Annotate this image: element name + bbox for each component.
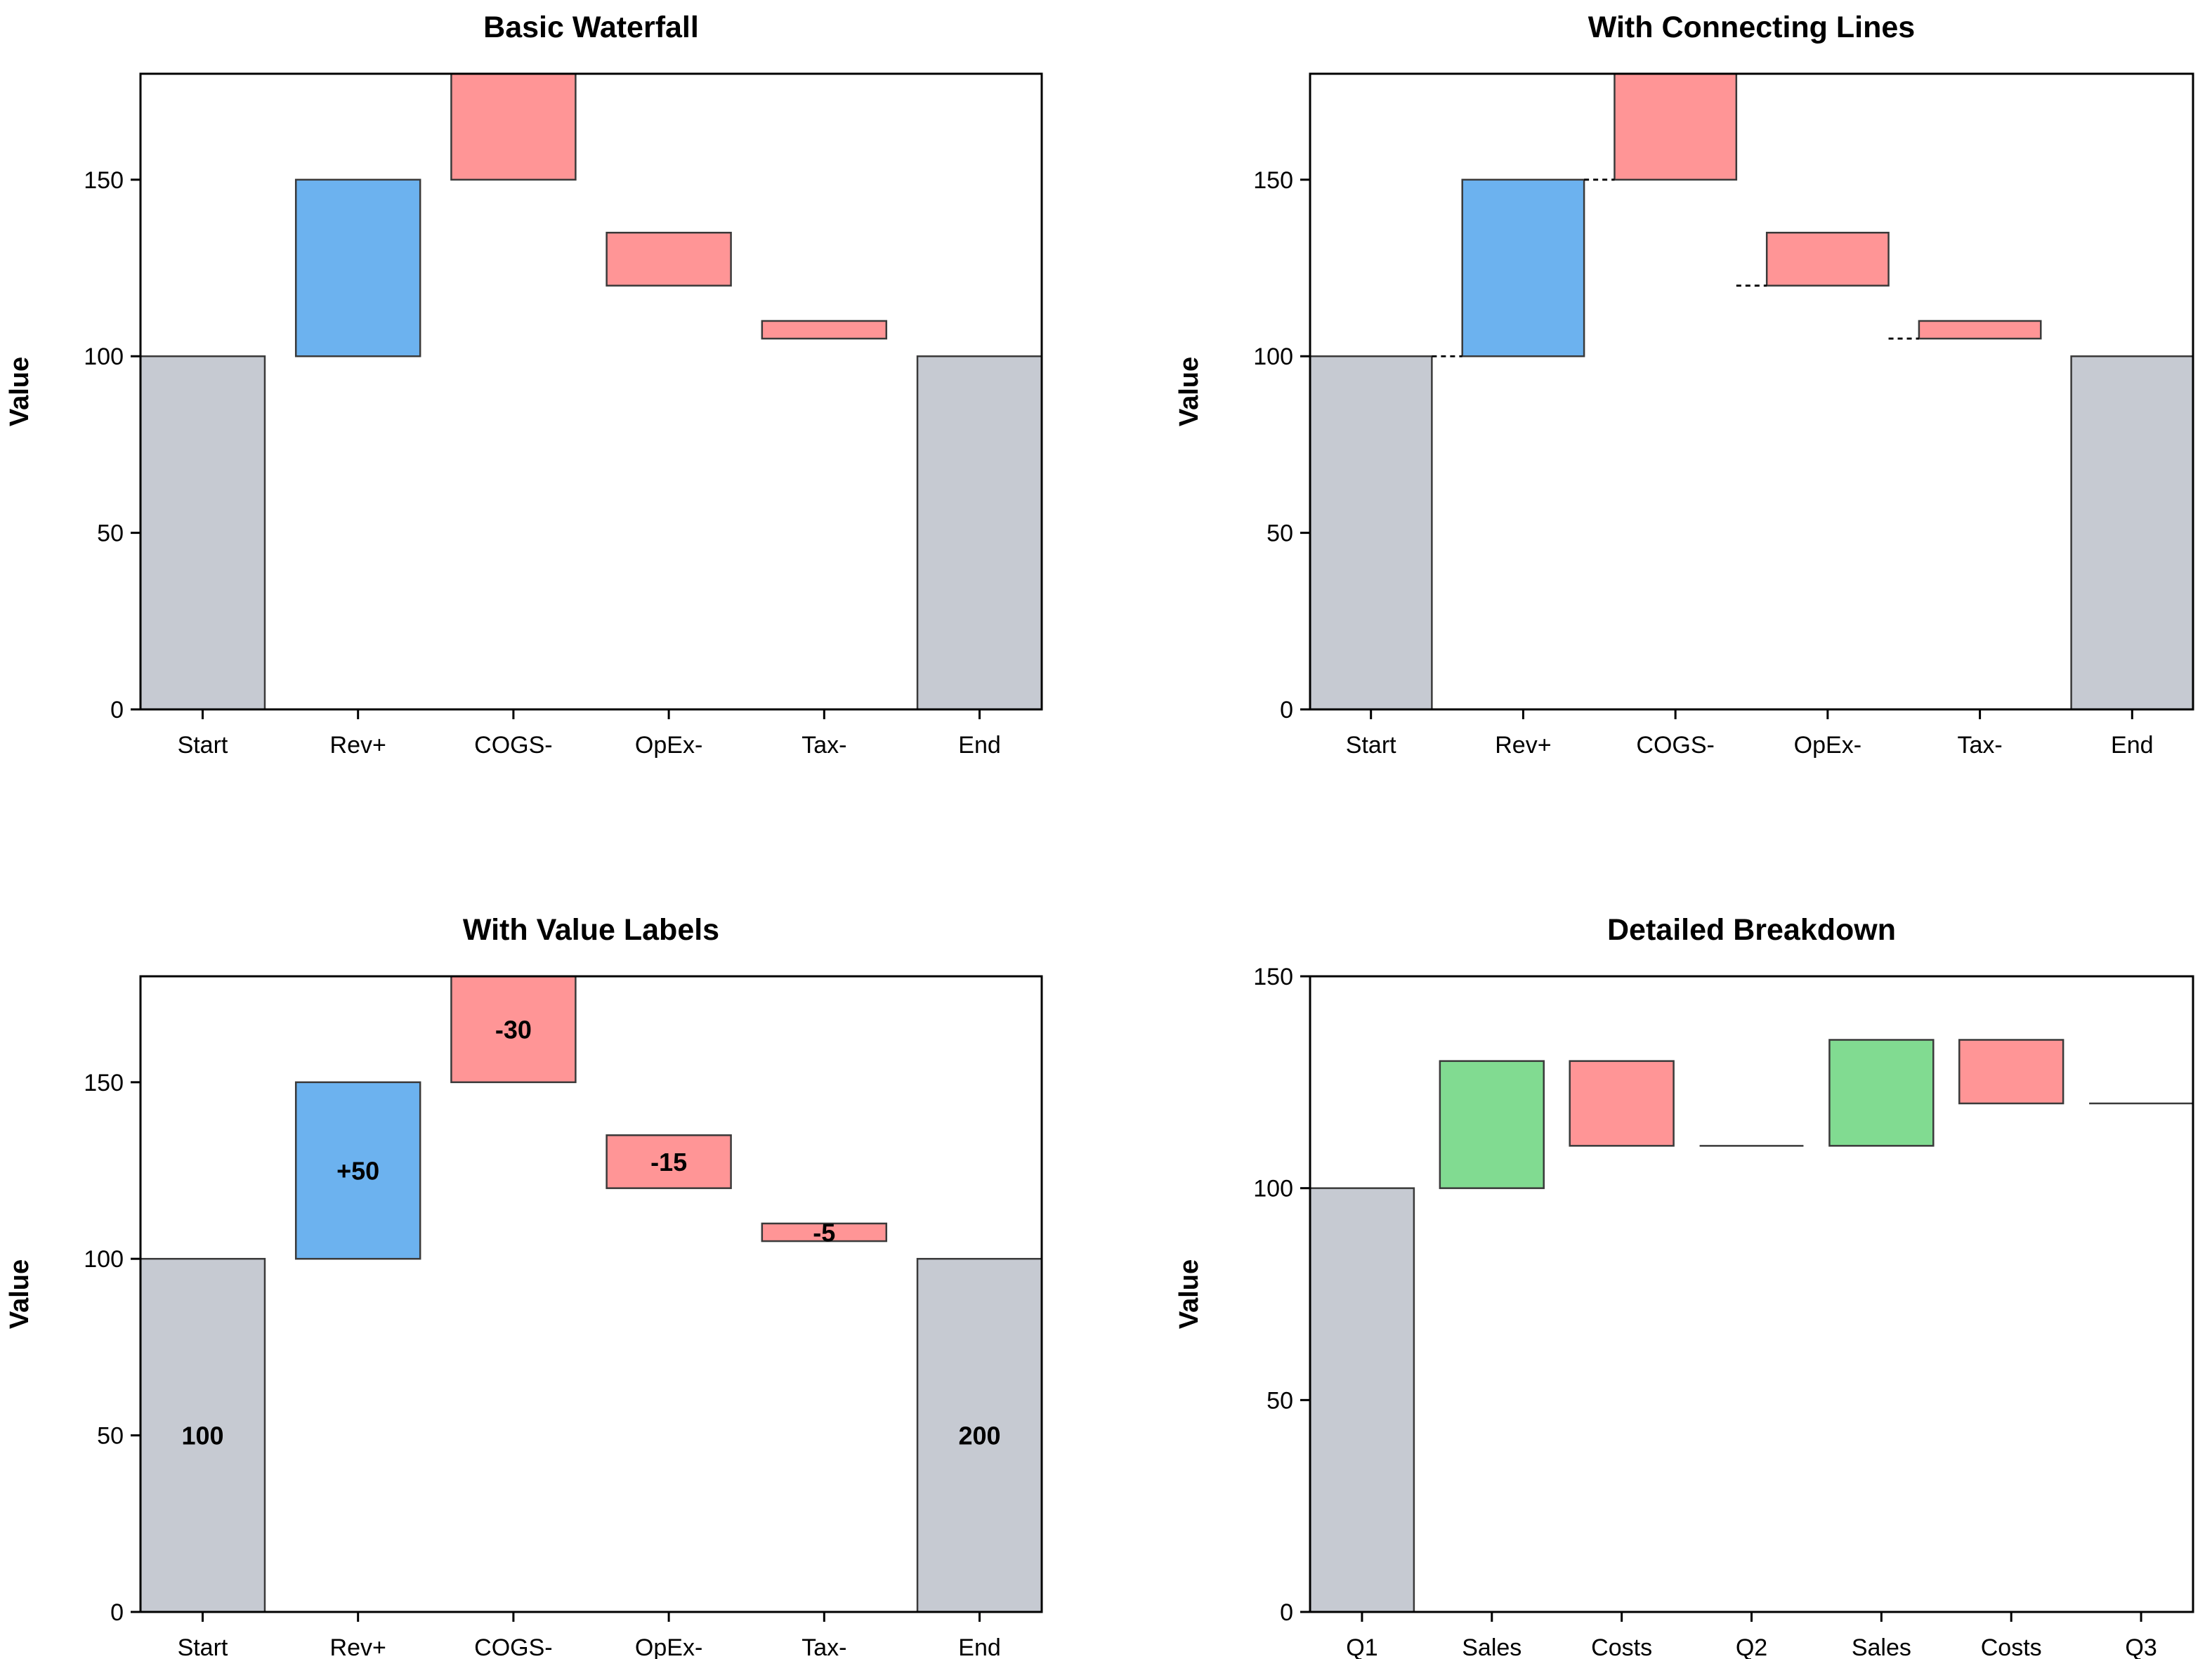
subplot-with-value-labels: 100 +50 -30 -15 -5 200 0 50 100 150 Start Rev+ COGS-…	[5, 913, 1043, 1659]
value-label: 200	[958, 1422, 1000, 1450]
x-tick-label: COGS-	[474, 732, 552, 759]
y-tick-label: 150	[1253, 964, 1293, 990]
bar-basic-waterfall-cogs--2	[450, 72, 577, 181]
y-tick-label: 0	[1280, 1599, 1293, 1626]
y-axis-label: Value	[5, 1259, 34, 1329]
value-label: -15	[650, 1148, 687, 1176]
y-tick-label: 0	[110, 1599, 124, 1626]
y-tick-label: 0	[1280, 697, 1293, 723]
bar-detailed-breakdown-q1-0	[1309, 1187, 1415, 1613]
x-tick-label: Q1	[1346, 1634, 1377, 1659]
subplot-detailed-breakdown: 0 50 100 150 Q1 Sales Costs Q2 Sales Costs Q3 Detai…	[1174, 913, 2194, 1659]
bar-detailed-breakdown-sales-4	[1828, 1039, 1935, 1147]
x-tick-label: End	[958, 732, 1001, 759]
x-tick-label: Q2	[1736, 1634, 1767, 1659]
value-label: +50	[336, 1157, 379, 1186]
y-tick-label: 100	[84, 1246, 124, 1273]
x-tick-label: Start	[1346, 732, 1396, 759]
x-tick-label: Start	[178, 732, 228, 759]
x-tick-label: OpEx-	[635, 732, 702, 759]
bar-with-connecting-lines-cogs--2	[1614, 72, 1738, 181]
x-tick-label: Start	[178, 1634, 228, 1659]
bar-with-value-labels-cogs--2	[450, 975, 577, 1084]
y-tick-label: 50	[97, 1423, 124, 1450]
value-label: -5	[813, 1219, 835, 1247]
bar-with-value-labels-opex--3	[606, 1134, 732, 1189]
chart-title: With Value Labels	[463, 913, 719, 947]
bar-with-connecting-lines-opex--3	[1765, 232, 1890, 287]
x-tick-label: Q3	[2125, 1634, 2157, 1659]
y-tick-label: 150	[84, 1070, 124, 1096]
y-tick-label: 0	[110, 697, 124, 723]
x-tick-label: Sales	[1462, 1634, 1521, 1659]
axes-spines	[1309, 72, 2194, 711]
x-tick-label: Costs	[1981, 1634, 2042, 1659]
y-axis-label: Value	[1174, 357, 1204, 426]
x-tick-label: OpEx-	[1794, 732, 1861, 759]
bar-with-value-labels-end-5	[916, 1257, 1043, 1613]
bar-with-value-labels-tax--4	[761, 1222, 888, 1242]
y-axis-label: Value	[1174, 1259, 1204, 1329]
y-tick-label: 50	[1267, 520, 1293, 547]
bar-basic-waterfall-end-5	[916, 355, 1043, 711]
bar-with-value-labels-start-0	[139, 1257, 266, 1613]
subplot-basic-waterfall: 0 50 100 150 Start Rev+ COGS- OpEx- Tax- End Basic…	[5, 11, 1043, 759]
axes-spines	[139, 975, 1043, 1613]
x-tick-label: OpEx-	[635, 1634, 702, 1659]
x-tick-label: Rev+	[330, 732, 386, 759]
x-tick-label: COGS-	[1636, 732, 1714, 759]
value-label: -30	[495, 1015, 532, 1044]
y-tick-label: 100	[1253, 1176, 1293, 1202]
x-tick-label: End	[2111, 732, 2154, 759]
x-tick-label: Tax-	[801, 1634, 846, 1659]
x-tick-label: End	[958, 1634, 1001, 1659]
bar-basic-waterfall-opex--3	[606, 232, 732, 287]
chart-title: Detailed Breakdown	[1607, 913, 1896, 947]
x-tick-label: COGS-	[474, 1634, 552, 1659]
y-tick-label: 50	[1267, 1387, 1293, 1414]
axes-spines	[139, 72, 1043, 711]
y-axis-label: Value	[5, 357, 34, 426]
chart-title: Basic Waterfall	[483, 11, 699, 44]
subplot-with-connecting-lines: 0 50 100 150 Start Rev+ COGS- OpEx- Tax- End With …	[1174, 11, 2194, 759]
x-tick-label: Tax-	[801, 732, 846, 759]
y-tick-label: 100	[84, 343, 124, 370]
bar-basic-waterfall-tax--4	[761, 320, 888, 340]
bar-basic-waterfall-start-0	[139, 355, 266, 711]
bar-with-value-labels-rev+-1	[294, 1081, 421, 1260]
bar-with-connecting-lines-end-5	[2070, 355, 2194, 711]
x-tick-label: Costs	[1591, 1634, 1652, 1659]
y-tick-label: 150	[1253, 167, 1293, 194]
bar-with-connecting-lines-start-0	[1309, 355, 1433, 711]
bar-detailed-breakdown-costs-2	[1569, 1060, 1675, 1147]
bar-with-connecting-lines-rev+-1	[1461, 178, 1585, 358]
y-tick-label: 100	[1253, 343, 1293, 370]
x-tick-label: Tax-	[1957, 732, 2002, 759]
bar-basic-waterfall-rev+-1	[294, 178, 421, 358]
chart-title: With Connecting Lines	[1588, 11, 1915, 44]
bar-with-connecting-lines-tax--4	[1918, 320, 2042, 340]
bar-detailed-breakdown-sales-1	[1439, 1060, 1545, 1189]
x-tick-label: Rev+	[1495, 732, 1551, 759]
y-tick-label: 50	[97, 520, 124, 547]
bar-detailed-breakdown-costs-5	[1958, 1039, 2064, 1105]
x-tick-label: Sales	[1852, 1634, 1911, 1659]
y-tick-label: 150	[84, 167, 124, 194]
x-tick-label: Rev+	[330, 1634, 386, 1659]
value-label: 100	[181, 1422, 223, 1450]
